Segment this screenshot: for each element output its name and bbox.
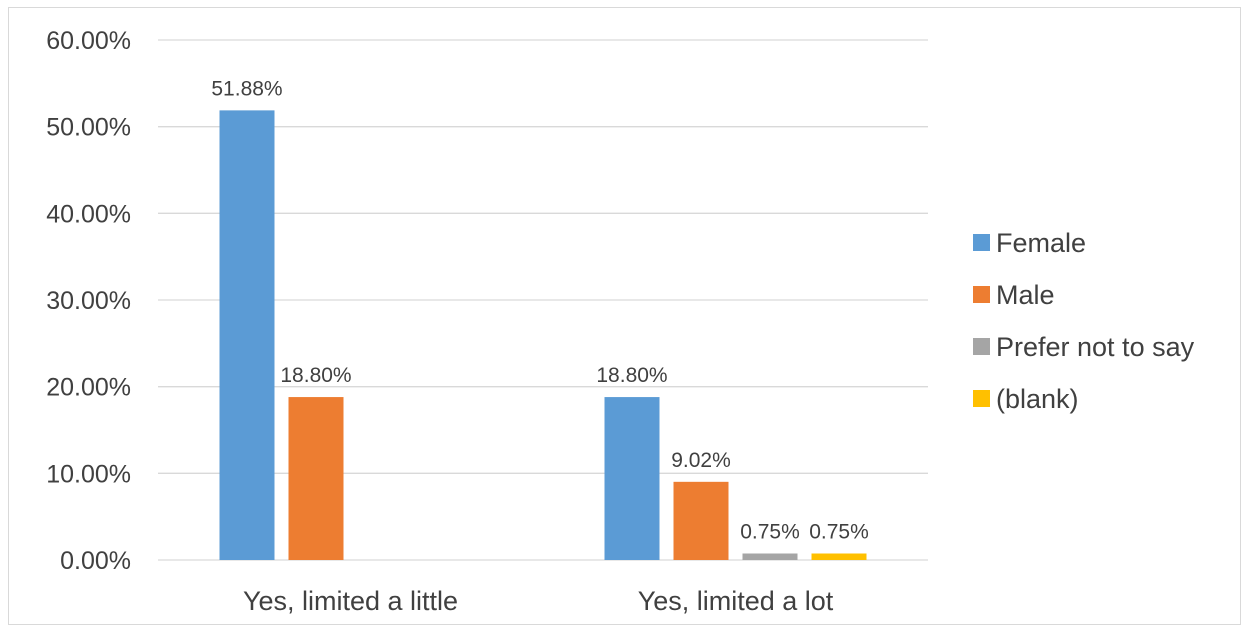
bars bbox=[219, 110, 867, 560]
y-tick-label: 10.00% bbox=[46, 460, 131, 488]
data-label: 9.02% bbox=[671, 449, 731, 472]
bar-female bbox=[219, 110, 275, 560]
x-axis-tick-labels: Yes, limited a little Yes, limited a lot bbox=[243, 586, 834, 616]
x-tick-label: Yes, limited a little bbox=[243, 586, 458, 616]
bar-prefer-not-to-say bbox=[742, 553, 798, 560]
y-axis-tick-labels: 0.00% 10.00% 20.00% 30.00% 40.00% 50.00% 60.00… bbox=[46, 27, 131, 575]
legend: Female Male Prefer not to say (blank) bbox=[973, 228, 1195, 414]
x-tick-label: Yes, limited a lot bbox=[638, 586, 834, 616]
y-tick-label: 30.00% bbox=[46, 287, 131, 315]
legend-label: Prefer not to say bbox=[996, 332, 1195, 362]
y-tick-label: 0.00% bbox=[60, 547, 131, 575]
legend-swatch bbox=[973, 338, 990, 355]
legend-swatch bbox=[973, 286, 990, 303]
bar-female bbox=[604, 397, 660, 560]
data-label: 0.75% bbox=[740, 521, 800, 544]
legend-swatch bbox=[973, 234, 990, 251]
data-label: 51.88% bbox=[211, 77, 282, 100]
gridlines bbox=[158, 39, 928, 561]
legend-label: Male bbox=[996, 280, 1055, 310]
y-tick-label: 40.00% bbox=[46, 200, 131, 228]
legend-label: (blank) bbox=[996, 384, 1079, 414]
y-tick-label: 60.00% bbox=[46, 27, 131, 55]
bar-male bbox=[673, 481, 729, 560]
data-label: 18.80% bbox=[596, 364, 667, 387]
data-label: 18.80% bbox=[280, 364, 351, 387]
data-labels: 51.88% 18.80% 18.80% 9.02% 0.75% 0.75% bbox=[211, 77, 868, 543]
y-tick-label: 20.00% bbox=[46, 374, 131, 402]
y-tick-label: 50.00% bbox=[46, 114, 131, 142]
data-label: 0.75% bbox=[809, 521, 869, 544]
bar-blank bbox=[811, 553, 867, 560]
legend-label: Female bbox=[996, 228, 1086, 258]
legend-swatch bbox=[973, 390, 990, 407]
bar-male bbox=[288, 397, 344, 560]
